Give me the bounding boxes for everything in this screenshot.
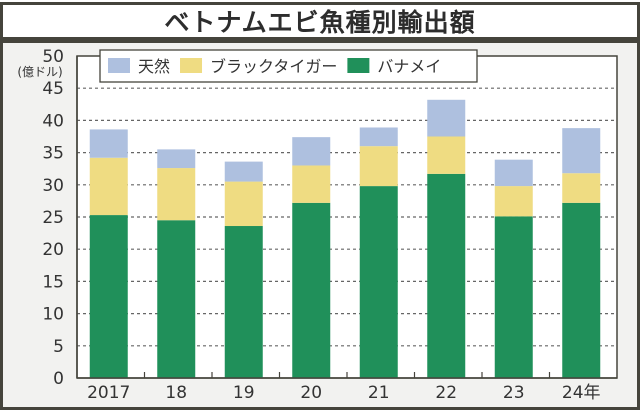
- y-tick-label: 25: [42, 208, 64, 228]
- y-tick-label: 30: [42, 176, 64, 196]
- legend-box: [99, 49, 478, 83]
- bar-segment: [292, 202, 331, 378]
- bar-segment: [89, 157, 128, 216]
- x-tick-label: 20: [300, 383, 322, 403]
- bars: [89, 99, 601, 378]
- bar-segment: [562, 173, 601, 203]
- bar-segment: [562, 128, 601, 174]
- bar-segment: [494, 159, 533, 187]
- y-tick-label: 5: [53, 337, 64, 357]
- x-tick-label: 18: [165, 383, 187, 403]
- legend: 天然 ブラックタイガー バナメイ: [99, 49, 478, 83]
- x-tick-label: 24年: [562, 383, 601, 403]
- bar-segment: [89, 129, 128, 158]
- x-tick-label: 2017: [87, 383, 130, 403]
- x-tick-label: 23: [503, 383, 525, 403]
- y-tick-label: 10: [42, 305, 64, 325]
- bar-segment: [562, 202, 601, 378]
- legend-swatch: [108, 58, 130, 73]
- chart-title-box: ベトナムエビ魚種別輸出額: [0, 2, 640, 40]
- bar-segment: [359, 146, 398, 187]
- bar-segment: [157, 220, 196, 378]
- bar-segment: [494, 186, 533, 217]
- y-tick-label: 35: [42, 144, 64, 164]
- bar-segment: [494, 216, 533, 378]
- y-tick-label: 45: [42, 79, 64, 99]
- legend-swatch: [180, 58, 203, 73]
- y-tick-label: 50: [42, 47, 64, 67]
- x-tick-label: 19: [233, 383, 255, 403]
- y-tick-label: 20: [42, 240, 64, 260]
- y-tick-label: 15: [42, 272, 64, 292]
- y-tick-label: 0: [53, 369, 64, 389]
- bar-segment: [224, 181, 263, 227]
- bar-segment: [224, 161, 263, 182]
- bar-segment: [427, 99, 466, 137]
- legend-label: 天然: [138, 57, 170, 76]
- bar-segment: [157, 168, 196, 221]
- chart-title: ベトナムエビ魚種別輸出額: [164, 8, 476, 37]
- x-tick-label: 21: [368, 383, 390, 403]
- y-axis-ticks: 0 5 10 15 20 25 30 35 40 45 50: [42, 47, 64, 389]
- bar-segment: [157, 149, 196, 169]
- bar-segment: [359, 186, 398, 378]
- bar-segment: [89, 215, 128, 378]
- bar-segment: [292, 137, 331, 166]
- legend-label: ブラックタイガー: [210, 57, 337, 76]
- bar-segment: [427, 136, 466, 174]
- legend-swatch: [347, 58, 370, 73]
- legend-label: バナメイ: [377, 57, 441, 76]
- y-tick-label: 40: [42, 111, 64, 131]
- x-axis-ticks: 2017 18 19 20 21 22 23 24年: [87, 383, 600, 403]
- axes: [76, 56, 617, 379]
- bar-segment: [359, 127, 398, 147]
- bar-segment: [224, 226, 263, 378]
- bar-segment: [427, 173, 466, 378]
- y-axis-unit-label: (億ドル): [17, 65, 62, 79]
- bar-segment: [292, 165, 331, 203]
- x-tick-label: 22: [435, 383, 457, 403]
